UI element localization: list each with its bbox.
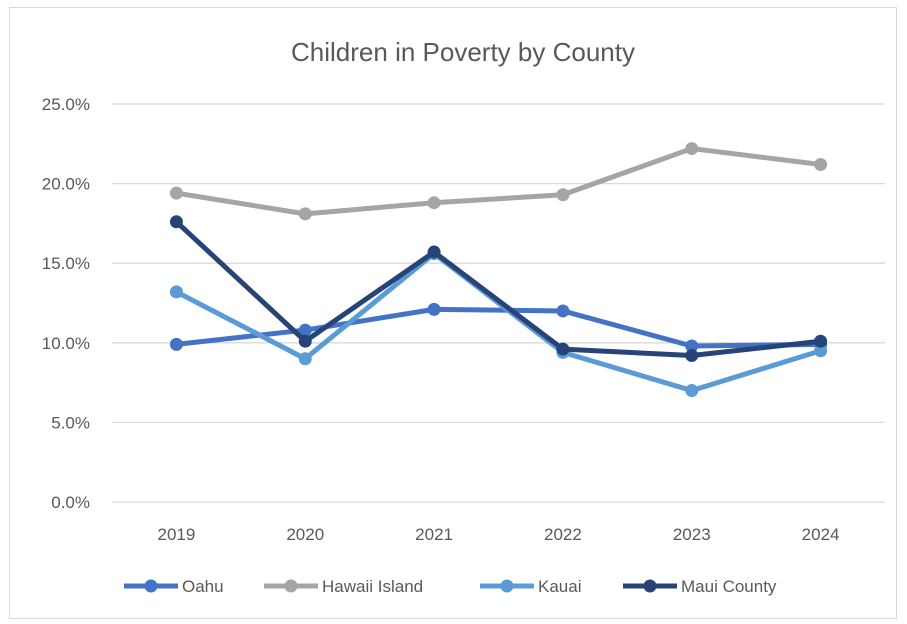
data-point — [814, 344, 828, 358]
legend-label: Oahu — [182, 577, 224, 596]
data-point — [685, 339, 699, 353]
legend-marker — [500, 579, 514, 593]
y-tick-label: 10.0% — [42, 334, 90, 353]
data-point — [427, 196, 441, 210]
series-maui-county — [169, 215, 828, 363]
legend-item: Kauai — [480, 577, 581, 596]
data-point — [169, 186, 183, 200]
legend-label: Kauai — [538, 577, 581, 596]
data-point — [814, 334, 828, 348]
data-point — [298, 352, 312, 366]
series-line — [173, 219, 824, 359]
series-oahu — [169, 302, 828, 353]
series-lines — [169, 142, 828, 398]
data-point — [169, 285, 183, 299]
data-point — [169, 215, 183, 229]
legend: Oahu Hawaii Island Kauai Maui County — [124, 577, 777, 596]
data-point — [427, 302, 441, 316]
series-line — [173, 146, 824, 217]
data-point — [556, 342, 570, 356]
series-line — [173, 306, 824, 349]
y-tick-label: 20.0% — [42, 175, 90, 194]
data-point — [427, 245, 441, 259]
legend-marker — [643, 579, 657, 593]
x-tick-label: 2024 — [802, 525, 840, 544]
x-tick-label: 2020 — [286, 525, 324, 544]
data-point — [556, 304, 570, 318]
data-point — [556, 188, 570, 202]
y-tick-label: 15.0% — [42, 254, 90, 273]
chart-title: Children in Poverty by County — [291, 37, 635, 67]
y-axis-tick-labels: 0.0% 5.0% 10.0% 15.0% 20.0% 25.0% — [42, 95, 90, 512]
data-point — [685, 349, 699, 363]
x-tick-label: 2022 — [544, 525, 582, 544]
data-point — [298, 323, 312, 337]
x-tick-label: 2023 — [673, 525, 711, 544]
data-point — [298, 334, 312, 348]
series-line — [173, 251, 824, 394]
x-tick-label: 2021 — [415, 525, 453, 544]
series-hawaii-island — [169, 142, 828, 221]
data-point — [814, 157, 828, 171]
legend-item: Maui County — [623, 577, 777, 596]
legend-marker — [144, 579, 158, 593]
y-tick-label: 25.0% — [42, 95, 90, 114]
gridlines — [112, 103, 885, 503]
data-point — [685, 142, 699, 156]
legend-label: Hawaii Island — [322, 577, 423, 596]
data-point — [685, 384, 699, 398]
y-tick-label: 0.0% — [51, 493, 90, 512]
legend-label: Maui County — [681, 577, 777, 596]
chart-frame — [9, 7, 897, 619]
x-axis-tick-labels: 2019 2020 2021 2022 2023 2024 — [158, 525, 840, 544]
legend-marker — [284, 579, 298, 593]
series-kauai — [169, 247, 828, 398]
data-point — [169, 337, 183, 351]
legend-item: Oahu — [124, 577, 224, 596]
y-tick-label: 5.0% — [51, 413, 90, 432]
data-point — [298, 207, 312, 221]
x-tick-label: 2019 — [158, 525, 196, 544]
legend-item: Hawaii Island — [264, 577, 423, 596]
